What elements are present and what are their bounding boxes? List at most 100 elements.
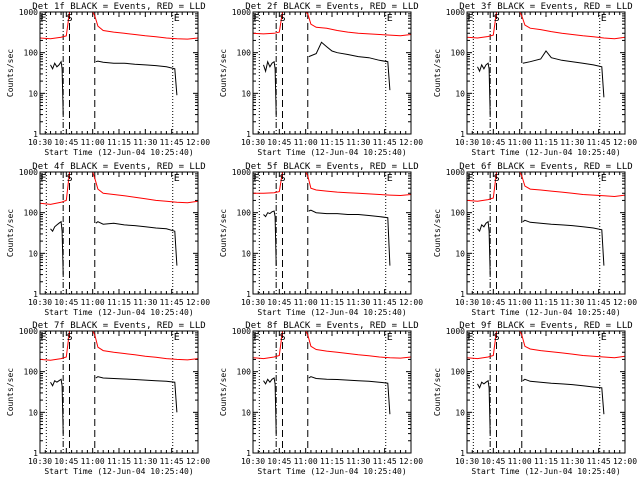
panel-det-9: Det 9f BLACK = Events, RED = LLD Counts/s… <box>433 321 637 476</box>
plot-frame <box>466 171 626 295</box>
y-tick-label: 100 <box>451 368 466 377</box>
events-series-line <box>263 60 277 115</box>
x-tick-label: 11:15 <box>107 298 131 307</box>
y-tick-label: 100 <box>237 49 252 58</box>
y-tick-label: 10 <box>28 249 38 258</box>
events-series-line <box>477 379 491 434</box>
events-series-line <box>477 220 491 275</box>
end-e-marker: E <box>174 332 180 343</box>
y-tick-label: 1000 <box>232 8 251 17</box>
x-tick-label: 11:30 <box>560 298 584 307</box>
y-tick-label: 1 <box>246 130 251 139</box>
x-tick-label: 11:00 <box>81 457 105 466</box>
y-tick-label: 100 <box>451 49 466 58</box>
x-tick-label: 10:45 <box>481 298 505 307</box>
y-tick-label: 10 <box>28 89 38 98</box>
y-tick-label: 1 <box>33 290 38 299</box>
x-tick-label: 11:15 <box>320 138 344 147</box>
end-e-marker: E <box>387 332 393 343</box>
x-tick-label: 10:45 <box>267 457 291 466</box>
events-series-line <box>50 378 64 434</box>
x-tick-label: 10:45 <box>481 138 505 147</box>
x-tick-label: 10:45 <box>481 457 505 466</box>
events-series-line <box>522 219 605 266</box>
y-tick-label: 1000 <box>446 168 465 177</box>
x-tick-label: 11:45 <box>160 138 184 147</box>
x-tick-label: 12:00 <box>613 298 637 307</box>
start-e-marker: E <box>40 173 46 184</box>
s-marker: S <box>67 332 73 343</box>
y-tick-label: 10 <box>455 89 465 98</box>
events-series-line <box>50 60 64 115</box>
events-series-line <box>95 221 178 266</box>
x-tick-label: 11:30 <box>560 138 584 147</box>
panel-det-7: Det 7f BLACK = Events, RED = LLD Counts/s… <box>6 321 210 476</box>
events-series-line <box>263 210 277 266</box>
x-tick-label: 10:30 <box>241 298 265 307</box>
x-tick-label: 11:00 <box>508 457 532 466</box>
panel-title: Det 5f BLACK = Events, RED = LLD <box>245 162 418 172</box>
lld-series-line <box>40 172 198 205</box>
y-tick-label: 1000 <box>19 327 38 336</box>
y-tick-label: 1 <box>246 449 251 458</box>
x-tick-label: 11:00 <box>294 138 318 147</box>
x-tick-label: 11:00 <box>81 298 105 307</box>
x-axis-label: Start Time (12-Jun-04 10:25:40) <box>44 467 193 476</box>
x-tick-label: 12:00 <box>613 457 637 466</box>
events-series-line <box>477 62 491 115</box>
end-e-marker: E <box>387 173 393 184</box>
y-tick-label: 1 <box>33 449 38 458</box>
panel-det-1: Det 1f BLACK = Events, RED = LLD Counts/s… <box>6 2 210 157</box>
y-axis-label: Counts/sec <box>6 368 15 416</box>
plot-frame <box>466 11 626 135</box>
end-e-marker: E <box>174 13 180 24</box>
y-tick-label: 1000 <box>232 327 251 336</box>
y-tick-label: 1 <box>460 290 465 299</box>
x-tick-label: 11:45 <box>373 138 397 147</box>
x-tick-label: 11:00 <box>508 298 532 307</box>
y-axis-label: Counts/sec <box>219 209 228 257</box>
events-series-line <box>263 377 277 434</box>
s-marker: S <box>280 13 286 24</box>
panel-det-3: Det 3f BLACK = Events, RED = LLD Counts/s… <box>433 2 637 157</box>
panel-title: Det 7f BLACK = Events, RED = LLD <box>32 321 205 331</box>
x-tick-label: 10:30 <box>455 457 479 466</box>
start-e-marker: E <box>253 173 259 184</box>
panel-title: Det 8f BLACK = Events, RED = LLD <box>245 321 418 331</box>
y-tick-label: 1 <box>460 130 465 139</box>
x-tick-label: 12:00 <box>399 457 423 466</box>
x-tick-label: 10:45 <box>54 298 78 307</box>
plot-frame <box>252 171 412 295</box>
y-axis-label: Counts/sec <box>6 209 15 257</box>
x-tick-label: 11:30 <box>560 457 584 466</box>
x-tick-label: 10:30 <box>455 138 479 147</box>
x-tick-label: 11:30 <box>133 298 157 307</box>
x-tick-label: 11:30 <box>346 298 370 307</box>
lld-series-line <box>253 331 411 360</box>
x-tick-label: 12:00 <box>186 457 210 466</box>
start-e-marker: E <box>253 332 259 343</box>
y-tick-label: 100 <box>24 209 39 218</box>
y-tick-label: 1000 <box>446 8 465 17</box>
x-tick-label: 11:15 <box>534 457 558 466</box>
lld-series-line <box>253 12 411 37</box>
y-axis-label: Counts/sec <box>219 49 228 97</box>
x-tick-label: 11:00 <box>81 138 105 147</box>
panel-det-2: Det 2f BLACK = Events, RED = LLD Counts/s… <box>219 2 423 157</box>
y-tick-label: 1 <box>33 130 38 139</box>
events-series-line <box>522 50 605 98</box>
events-series-line <box>522 378 605 415</box>
start-e-marker: E <box>467 332 473 343</box>
events-series-line <box>308 376 391 415</box>
s-marker: S <box>67 173 73 184</box>
x-tick-label: 10:30 <box>28 138 52 147</box>
events-series-line <box>95 60 178 96</box>
plot-frame <box>466 330 626 454</box>
plot-frame <box>252 11 412 135</box>
y-tick-label: 1000 <box>19 8 38 17</box>
x-tick-label: 10:45 <box>54 138 78 147</box>
x-tick-label: 12:00 <box>186 138 210 147</box>
plot-frame <box>39 11 199 135</box>
x-tick-label: 11:15 <box>107 138 131 147</box>
start-e-marker: E <box>253 13 259 24</box>
